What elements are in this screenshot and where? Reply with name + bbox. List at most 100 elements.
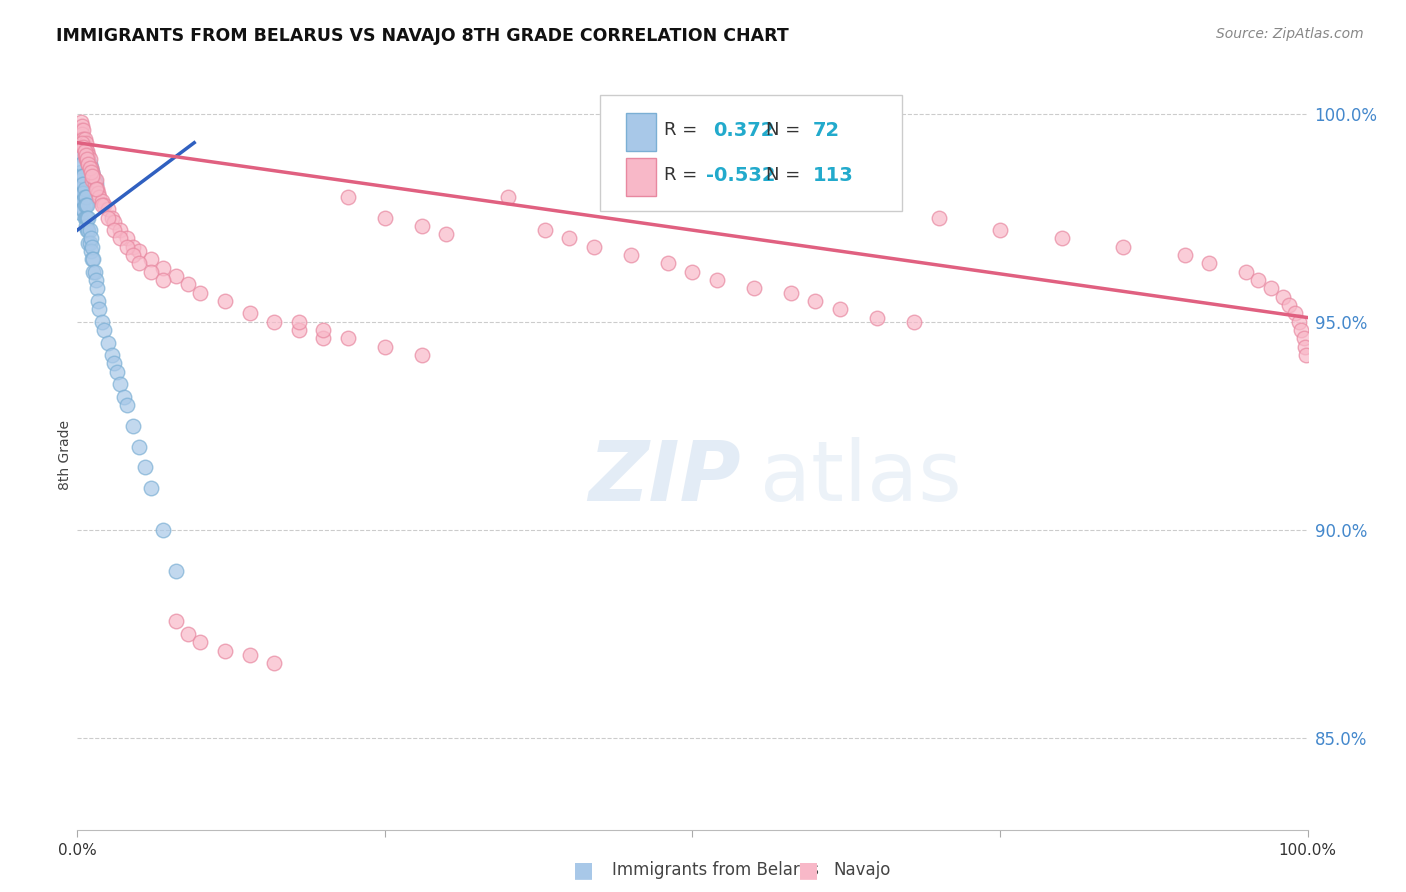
Point bbox=[312, 323, 335, 337]
Point bbox=[82, 252, 104, 267]
Point bbox=[76, 223, 98, 237]
Text: -0.532: -0.532 bbox=[706, 166, 776, 185]
Point bbox=[128, 244, 150, 258]
Point bbox=[72, 169, 94, 183]
Point bbox=[76, 153, 98, 167]
Point bbox=[312, 331, 335, 345]
Point bbox=[103, 356, 125, 370]
Point bbox=[79, 153, 101, 167]
Point bbox=[70, 169, 93, 183]
Point bbox=[70, 194, 93, 208]
Point bbox=[742, 281, 765, 295]
Point bbox=[87, 186, 110, 200]
Point bbox=[70, 198, 93, 212]
Point bbox=[928, 211, 950, 225]
Point bbox=[82, 173, 104, 187]
Point bbox=[83, 173, 105, 187]
Point bbox=[152, 273, 174, 287]
Point bbox=[70, 178, 93, 192]
Point bbox=[780, 285, 803, 300]
Point bbox=[115, 240, 138, 254]
Point bbox=[90, 315, 114, 329]
Point bbox=[83, 265, 105, 279]
Point bbox=[239, 648, 262, 662]
Point bbox=[97, 211, 120, 225]
Point bbox=[77, 156, 100, 170]
Point bbox=[73, 148, 96, 162]
Point bbox=[75, 144, 97, 158]
Point bbox=[988, 223, 1011, 237]
Point bbox=[374, 340, 396, 354]
Point bbox=[112, 390, 135, 404]
Point bbox=[75, 190, 97, 204]
Point bbox=[73, 140, 96, 154]
Point bbox=[682, 265, 704, 279]
Text: ■: ■ bbox=[799, 860, 818, 880]
Point bbox=[830, 302, 852, 317]
Text: R =: R = bbox=[664, 121, 703, 139]
Point bbox=[214, 293, 236, 308]
Point bbox=[84, 273, 107, 287]
Point bbox=[70, 136, 93, 150]
Text: N =: N = bbox=[766, 121, 806, 139]
Point bbox=[141, 252, 163, 267]
Point bbox=[72, 202, 94, 217]
Point bbox=[77, 148, 100, 162]
Text: N =: N = bbox=[766, 167, 806, 185]
Point bbox=[79, 161, 101, 175]
Point bbox=[73, 211, 96, 225]
Point bbox=[75, 148, 97, 162]
Point bbox=[77, 235, 100, 250]
Point bbox=[82, 165, 104, 179]
Point bbox=[188, 285, 212, 300]
Point bbox=[83, 178, 105, 192]
Point bbox=[804, 293, 827, 308]
Point bbox=[80, 231, 103, 245]
Point bbox=[77, 211, 100, 225]
Text: Immigrants from Belarus: Immigrants from Belarus bbox=[612, 861, 818, 879]
Point bbox=[101, 348, 124, 362]
Point bbox=[77, 223, 100, 237]
Point bbox=[1284, 306, 1306, 320]
Point bbox=[73, 198, 96, 212]
Point bbox=[70, 115, 93, 129]
Text: atlas: atlas bbox=[761, 437, 962, 518]
Point bbox=[72, 136, 94, 150]
Point bbox=[128, 440, 150, 454]
Point bbox=[82, 169, 104, 183]
Point bbox=[76, 144, 98, 158]
Point bbox=[97, 202, 120, 217]
Point bbox=[73, 140, 96, 154]
Point bbox=[70, 181, 93, 195]
Point bbox=[105, 365, 128, 379]
Point bbox=[73, 181, 96, 195]
Point bbox=[620, 248, 643, 262]
Point bbox=[72, 186, 94, 200]
Text: 72: 72 bbox=[813, 121, 841, 140]
Point bbox=[1112, 240, 1135, 254]
Point bbox=[73, 131, 96, 145]
FancyBboxPatch shape bbox=[626, 158, 655, 195]
Point bbox=[1294, 340, 1316, 354]
Point bbox=[72, 194, 94, 208]
Point bbox=[89, 302, 111, 317]
Point bbox=[84, 178, 107, 192]
Point bbox=[103, 223, 125, 237]
Point bbox=[82, 252, 104, 267]
Point bbox=[115, 231, 138, 245]
Point bbox=[70, 186, 93, 200]
Point bbox=[188, 635, 212, 649]
Point bbox=[90, 198, 114, 212]
Point bbox=[101, 211, 124, 225]
FancyBboxPatch shape bbox=[600, 95, 901, 211]
Text: IMMIGRANTS FROM BELARUS VS NAVAJO 8TH GRADE CORRELATION CHART: IMMIGRANTS FROM BELARUS VS NAVAJO 8TH GR… bbox=[56, 27, 789, 45]
Point bbox=[128, 256, 150, 270]
Point bbox=[1174, 248, 1197, 262]
Point bbox=[70, 119, 93, 133]
Point bbox=[80, 244, 103, 258]
Point bbox=[115, 398, 138, 412]
Point bbox=[76, 153, 98, 167]
Point bbox=[337, 190, 360, 204]
Point bbox=[75, 219, 97, 233]
Point bbox=[82, 240, 104, 254]
